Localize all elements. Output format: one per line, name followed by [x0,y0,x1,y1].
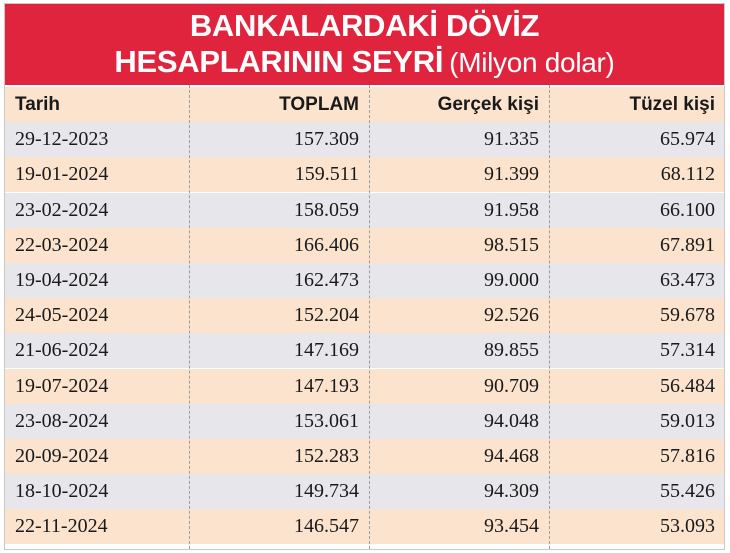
date-cell: 21-06-2024 [15,339,109,362]
value-cell: 98.515 [484,233,539,256]
table-title-line2: HESAPLARININ SEYRİ (Milyon dolar) [5,44,724,81]
value-cell: 152.283 [294,445,359,467]
value-cell: 91.958 [484,198,539,221]
column-header: Gerçek kişi [437,94,539,115]
value-cell: 63.473 [660,269,715,291]
value-cell: 66.100 [660,198,715,221]
value-cell: 92.526 [484,304,539,327]
title-banner: BANKALARDAKİ DÖVİZ HESAPLARININ SEYRİ (Mi… [5,4,724,85]
date-cell: 24-05-2024 [15,304,109,327]
table-title-line2-text: HESAPLARININ SEYRİ [114,44,444,79]
value-cell: 65.974 [660,128,715,151]
table-row: 29-12-2023 157.309 91.335 65.974 [5,122,724,158]
value-cell: 158.059 [294,198,359,221]
date-cell: 19-01-2024 [15,163,109,186]
column-separator [549,85,550,549]
value-cell: 94.468 [484,445,539,467]
table-row: 23-02-2024 158.059 91.958 66.100 [5,192,724,228]
date-cell: 29-12-2023 [15,128,109,151]
table-title-line1: BANKALARDAKİ DÖVİZ [189,8,540,43]
value-cell: 59.013 [660,409,715,432]
date-cell: 23-02-2024 [15,198,109,221]
value-cell: 93.454 [484,515,539,538]
table-row: 23-08-2024 153.061 94.048 59.013 [5,403,724,439]
value-cell: 147.193 [294,374,359,397]
value-cell: 94.048 [484,409,539,432]
value-cell: 147.169 [294,339,359,362]
table-row: 20-09-2024 152.283 94.468 57.816 [5,439,724,474]
column-separator [189,85,190,549]
value-cell: 56.484 [660,374,715,397]
date-cell: 22-11-2024 [15,515,108,538]
value-cell: 57.816 [660,445,715,467]
value-cell: 89.855 [484,339,539,362]
value-cell: 157.309 [294,128,359,151]
date-cell: 20-09-2024 [15,445,109,467]
value-cell: 91.335 [484,128,539,151]
value-cell: 162.473 [294,269,359,291]
value-cell: 91.399 [484,163,539,186]
table-row: 19-04-2024 162.473 99.000 63.473 [5,263,724,298]
value-cell: 55.426 [660,480,715,503]
table-row: 22-11-2024 146.547 93.454 53.093 [5,509,724,545]
value-cell: 153.061 [294,409,359,432]
table-frame: BANKALARDAKİ DÖVİZ HESAPLARININ SEYRİ (Mi… [4,3,725,550]
value-cell: 57.314 [660,339,715,362]
value-cell: 159.511 [294,163,359,186]
value-cell: 90.709 [484,374,539,397]
date-cell: 18-10-2024 [15,480,109,503]
value-cell: 94.309 [484,480,539,503]
column-separator [369,85,370,549]
value-cell: 166.406 [294,233,359,256]
table-row: 24-05-2024 152.204 92.526 59.678 [5,298,724,334]
value-cell: 152.204 [294,304,359,327]
column-header: TOPLAM [279,94,359,115]
date-cell: 19-07-2024 [15,374,109,397]
value-cell: 53.093 [660,515,715,538]
value-cell: 68.112 [660,163,715,186]
value-cell: 67.891 [660,233,715,256]
column-header: Tarih [15,94,61,115]
date-cell: 19-04-2024 [15,269,109,291]
column-header: Tüzel kişi [629,94,715,115]
table-row: 18-10-2024 149.734 94.309 55.426 [5,474,724,510]
value-cell: 146.547 [294,515,359,538]
table-row: 22-03-2024 166.406 98.515 67.891 [5,227,724,263]
value-cell: 99.000 [484,269,539,291]
table-row: 21-06-2024 147.169 89.855 57.314 [5,333,724,369]
date-cell: 23-08-2024 [15,409,109,432]
value-cell: 149.734 [294,480,359,503]
date-cell: 22-03-2024 [15,233,109,256]
table-row: 19-01-2024 159.511 91.399 68.112 [5,157,724,193]
table-header-row: Tarih TOPLAM Gerçek kişi Tüzel kişi [5,87,724,122]
table-row: 19-07-2024 147.193 90.709 56.484 [5,368,724,404]
value-cell: 59.678 [660,304,715,327]
table-unit-label: (Milyon dolar) [449,47,615,78]
